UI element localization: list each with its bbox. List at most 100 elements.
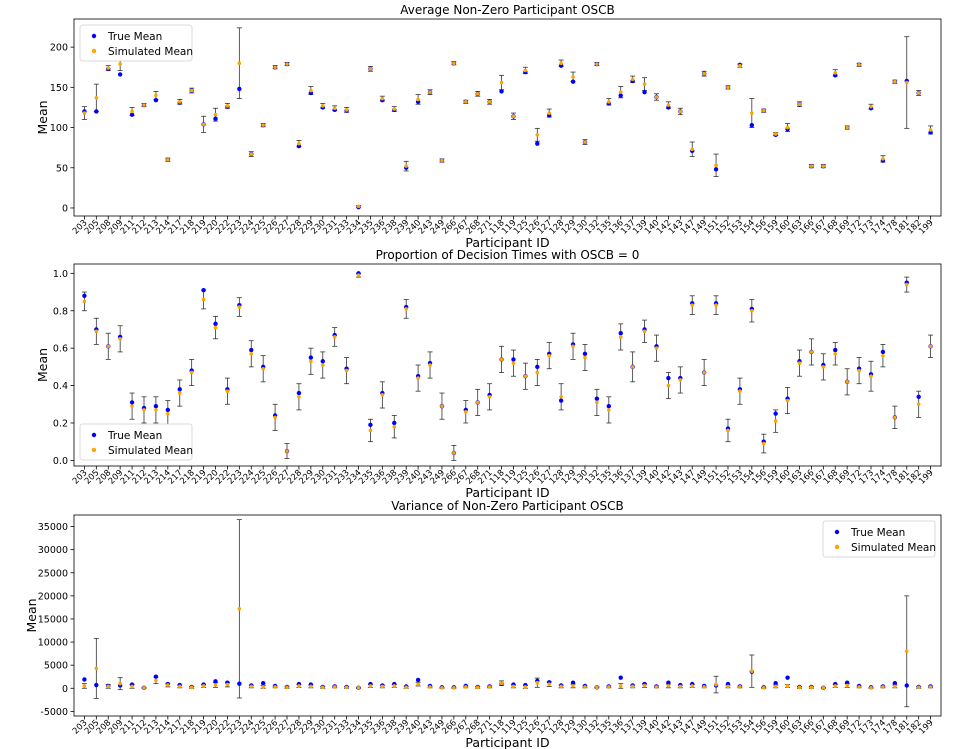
- y-tick-label: 50: [56, 163, 68, 174]
- simulated-mean-point: [738, 389, 742, 393]
- true-mean-point: [904, 683, 909, 688]
- simulated-mean-point: [618, 90, 623, 94]
- simulated-mean-point: [487, 685, 492, 689]
- simulated-mean-point: [785, 125, 790, 130]
- simulated-mean-point: [511, 684, 516, 689]
- simulated-mean-point: [452, 686, 456, 690]
- simulated-mean-point: [833, 71, 838, 75]
- x-axis-label: Participant ID: [465, 235, 549, 250]
- simulated-mean-point: [714, 163, 718, 168]
- simulated-mean-point: [475, 91, 480, 96]
- true-mean-point: [618, 675, 623, 680]
- true-mean-point: [606, 403, 612, 409]
- simulated-mean-point: [201, 297, 206, 302]
- simulated-mean-point: [654, 346, 659, 350]
- simulated-mean-point: [463, 100, 468, 104]
- chart-panel-1: Average Non-Zero Participant OSCB 0 50 100 1…: [35, 3, 942, 250]
- y-tick-label: 15000: [38, 614, 68, 625]
- simulated-mean-point: [249, 684, 254, 689]
- simulated-mean-point: [904, 282, 909, 287]
- simulated-mean-point: [106, 344, 111, 349]
- true-mean-point: [213, 116, 218, 121]
- simulated-mean-point: [404, 685, 408, 690]
- true-mean-point: [535, 141, 540, 146]
- simulated-mean-point: [785, 684, 790, 688]
- true-mean-point: [785, 675, 790, 680]
- simulated-mean-point: [261, 685, 265, 689]
- true-mean-point: [392, 420, 397, 426]
- simulated-mean-point: [440, 158, 444, 163]
- y-tick-label: 1.0: [53, 269, 68, 280]
- simulated-mean-point: [225, 682, 230, 687]
- x-tick-label: 199: [917, 218, 936, 237]
- simulated-mean-point: [142, 103, 146, 107]
- simulated-mean-point: [618, 684, 623, 688]
- simulated-mean-point: [750, 111, 754, 115]
- simulated-mean-point: [928, 344, 933, 349]
- simulated-mean-point: [881, 353, 885, 358]
- simulated-mean-point: [928, 128, 933, 132]
- simulated-mean-point: [356, 204, 361, 209]
- simulated-mean-point: [821, 686, 826, 690]
- simulated-mean-point: [440, 404, 444, 408]
- simulated-mean-point: [678, 378, 683, 382]
- y-tick-label: 10000: [38, 638, 68, 649]
- simulated-mean-point: [666, 103, 671, 107]
- simulated-mean-point: [785, 398, 790, 403]
- simulated-mean-point: [630, 77, 635, 82]
- legend-label: Simulated Mean: [108, 445, 193, 457]
- simulated-mean-point: [404, 164, 408, 168]
- simulated-mean-point: [535, 132, 540, 137]
- true-mean-point: [415, 677, 421, 683]
- simulated-mean-point: [356, 273, 361, 278]
- simulated-mean-point: [392, 424, 397, 429]
- y-tick-label: 200: [50, 43, 68, 54]
- simulated-mean-point: [690, 684, 695, 688]
- true-mean-point: [320, 359, 325, 364]
- legend-label: True Mean: [107, 430, 162, 442]
- true-mean-point: [535, 364, 540, 370]
- simulated-mean-point: [463, 685, 468, 689]
- simulated-mean-point: [440, 686, 444, 690]
- simulated-mean-point: [261, 123, 265, 127]
- simulated-mean-point: [249, 152, 254, 156]
- simulated-mean-point: [225, 389, 230, 393]
- simulated-mean-point: [368, 67, 373, 71]
- simulated-mean-point: [833, 684, 838, 688]
- simulated-mean-point: [297, 684, 301, 688]
- simulated-mean-point: [320, 104, 325, 108]
- true-mean-point: [129, 400, 135, 405]
- y-tick-label: 20000: [38, 591, 68, 602]
- simulated-mean-point: [273, 415, 277, 420]
- chart-panel-3: Variance of Non-Zero Participant OSCB -50…: [24, 499, 942, 749]
- simulated-mean-point: [642, 82, 647, 86]
- simulated-mean-point: [618, 335, 623, 339]
- simulated-mean-point: [237, 61, 242, 66]
- simulated-mean-point: [154, 408, 158, 412]
- simulated-mean-point: [285, 62, 289, 66]
- true-mean-point: [249, 347, 254, 353]
- simulated-mean-point: [595, 685, 599, 690]
- simulated-mean-point: [320, 363, 325, 367]
- y-tick-label: 0.8: [53, 306, 68, 317]
- true-mean-point: [201, 287, 206, 293]
- simulated-mean-point: [177, 100, 182, 104]
- simulated-mean-point: [261, 366, 265, 371]
- y-tick-label: 0.6: [53, 344, 68, 355]
- simulated-mean-point: [809, 350, 814, 354]
- simulated-mean-point: [380, 393, 385, 397]
- simulated-mean-point: [177, 391, 182, 395]
- true-mean-point: [82, 293, 87, 298]
- simulated-mean-point: [189, 370, 194, 375]
- simulated-mean-point: [452, 451, 456, 455]
- simulated-mean-point: [630, 684, 635, 689]
- simulated-mean-point: [309, 359, 313, 364]
- y-axis-label: Mean: [35, 348, 50, 382]
- simulated-mean-point: [118, 337, 122, 341]
- simulated-mean-point: [833, 351, 838, 356]
- simulated-mean-point: [320, 685, 325, 690]
- simulated-mean-point: [797, 361, 802, 365]
- simulated-mean-point: [845, 125, 849, 130]
- legend-marker: [91, 33, 97, 39]
- simulated-mean-point: [761, 686, 766, 690]
